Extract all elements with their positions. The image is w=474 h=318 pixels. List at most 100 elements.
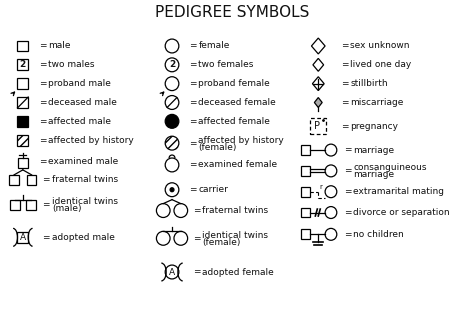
Polygon shape bbox=[311, 38, 325, 54]
Text: =: = bbox=[43, 175, 50, 184]
Circle shape bbox=[165, 39, 179, 53]
Text: =: = bbox=[189, 41, 196, 51]
Bar bbox=[301, 145, 310, 155]
Text: divorce or separation: divorce or separation bbox=[354, 208, 450, 217]
Circle shape bbox=[165, 58, 179, 72]
Text: =: = bbox=[192, 206, 200, 215]
Text: affected male: affected male bbox=[48, 117, 111, 126]
Text: =: = bbox=[344, 166, 351, 176]
Text: (female): (female) bbox=[202, 238, 241, 247]
Text: miscarriage: miscarriage bbox=[350, 98, 404, 107]
Text: =: = bbox=[344, 208, 351, 217]
Text: affected by history: affected by history bbox=[48, 136, 134, 145]
Circle shape bbox=[170, 188, 174, 192]
Bar bbox=[18, 97, 28, 108]
Polygon shape bbox=[312, 77, 324, 91]
Text: 2: 2 bbox=[169, 60, 175, 69]
Polygon shape bbox=[313, 59, 324, 71]
Bar bbox=[18, 116, 28, 127]
Bar bbox=[18, 158, 27, 168]
Circle shape bbox=[174, 232, 188, 245]
Text: =: = bbox=[189, 185, 196, 194]
Text: =: = bbox=[344, 146, 351, 155]
Circle shape bbox=[325, 207, 337, 218]
Text: lived one day: lived one day bbox=[350, 60, 412, 69]
Text: A: A bbox=[169, 267, 175, 277]
Text: =: = bbox=[341, 79, 348, 88]
Circle shape bbox=[325, 186, 337, 198]
Text: adopted female: adopted female bbox=[202, 267, 274, 277]
Text: examined female: examined female bbox=[198, 161, 277, 169]
Text: =: = bbox=[189, 161, 196, 169]
Text: two females: two females bbox=[198, 60, 254, 69]
Text: pregnancy: pregnancy bbox=[350, 122, 399, 131]
Text: no children: no children bbox=[354, 230, 404, 239]
Text: =: = bbox=[43, 200, 50, 209]
Text: male: male bbox=[48, 41, 71, 51]
Text: stillbirth: stillbirth bbox=[350, 79, 388, 88]
Circle shape bbox=[325, 144, 337, 156]
Text: =: = bbox=[341, 41, 348, 51]
Text: =: = bbox=[38, 136, 46, 145]
Bar bbox=[27, 175, 36, 185]
Circle shape bbox=[165, 114, 179, 128]
Text: =: = bbox=[192, 234, 200, 243]
Text: =: = bbox=[341, 98, 348, 107]
Text: =: = bbox=[38, 41, 46, 51]
Text: =: = bbox=[192, 267, 200, 277]
Circle shape bbox=[165, 136, 179, 150]
Text: 2: 2 bbox=[20, 60, 26, 69]
Text: =: = bbox=[189, 79, 196, 88]
Text: r: r bbox=[319, 184, 322, 190]
Circle shape bbox=[165, 96, 179, 109]
Text: marriage: marriage bbox=[354, 146, 394, 155]
Text: adopted male: adopted male bbox=[52, 233, 115, 242]
Text: =: = bbox=[344, 187, 351, 196]
Text: proband male: proband male bbox=[48, 79, 111, 88]
Text: =: = bbox=[341, 122, 348, 131]
Circle shape bbox=[156, 232, 170, 245]
Circle shape bbox=[174, 204, 188, 218]
Circle shape bbox=[165, 183, 179, 197]
Bar bbox=[10, 200, 20, 210]
Bar bbox=[9, 175, 19, 185]
Circle shape bbox=[165, 265, 179, 279]
Text: =: = bbox=[43, 233, 50, 242]
Text: =: = bbox=[344, 230, 351, 239]
Text: =: = bbox=[38, 98, 46, 107]
Text: =: = bbox=[189, 139, 196, 148]
Text: sex unknown: sex unknown bbox=[350, 41, 410, 51]
Text: =: = bbox=[38, 157, 46, 167]
Bar bbox=[301, 229, 310, 239]
Bar bbox=[18, 59, 28, 70]
Text: =: = bbox=[38, 79, 46, 88]
Bar bbox=[301, 208, 310, 218]
Bar bbox=[18, 40, 28, 52]
Text: =: = bbox=[189, 60, 196, 69]
Bar bbox=[310, 118, 326, 134]
Text: PEDIGREE SYMBOLS: PEDIGREE SYMBOLS bbox=[155, 5, 310, 20]
Circle shape bbox=[325, 165, 337, 177]
Text: fraternal twins: fraternal twins bbox=[202, 206, 268, 215]
Polygon shape bbox=[314, 98, 322, 107]
Text: =: = bbox=[189, 117, 196, 126]
Text: P: P bbox=[314, 121, 320, 131]
Text: A: A bbox=[20, 233, 26, 242]
Circle shape bbox=[165, 77, 179, 91]
Text: carrier: carrier bbox=[198, 185, 228, 194]
Text: marriage: marriage bbox=[354, 170, 394, 179]
Bar bbox=[26, 200, 36, 210]
Text: deceased male: deceased male bbox=[48, 98, 117, 107]
Bar bbox=[18, 232, 28, 243]
Circle shape bbox=[325, 228, 337, 240]
Text: proband female: proband female bbox=[198, 79, 270, 88]
Bar bbox=[301, 187, 310, 197]
Text: female: female bbox=[198, 41, 230, 51]
Text: (female): (female) bbox=[198, 142, 237, 152]
Text: =: = bbox=[38, 117, 46, 126]
Text: =: = bbox=[341, 60, 348, 69]
Text: identical twins: identical twins bbox=[202, 231, 268, 240]
Text: identical twins: identical twins bbox=[52, 197, 118, 206]
Bar bbox=[18, 78, 28, 89]
Text: (male): (male) bbox=[52, 204, 82, 213]
